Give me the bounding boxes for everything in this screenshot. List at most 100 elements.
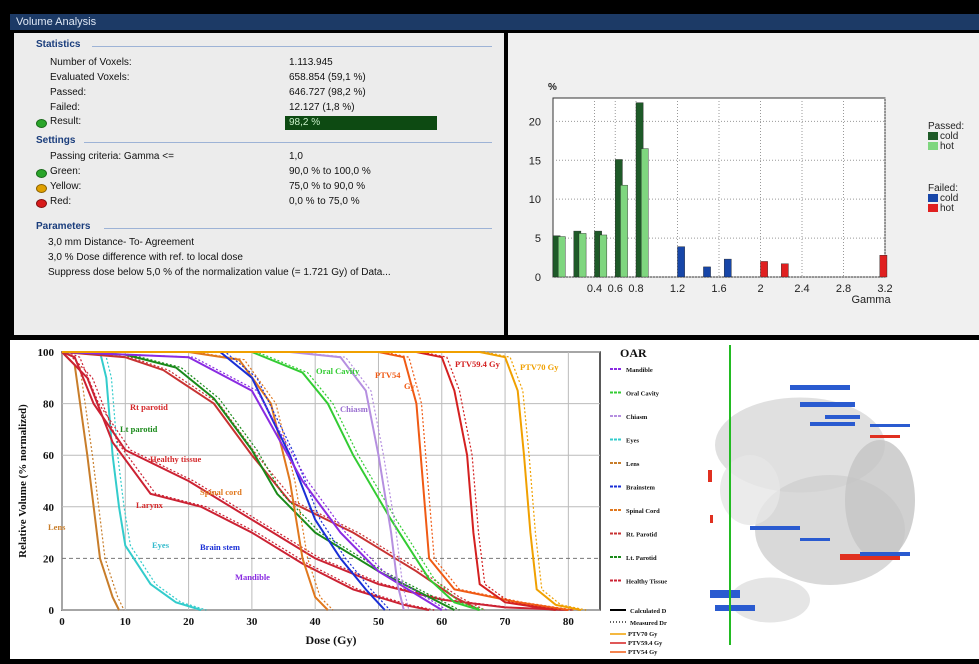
dvh-measured-line — [66, 351, 435, 611]
annotation-label: Larynx — [136, 500, 164, 510]
legend-label: hot — [940, 203, 954, 214]
legend-label: PTV70 Gy — [628, 631, 658, 638]
plot-area — [552, 97, 886, 278]
histogram-bar — [703, 266, 711, 278]
dvh-line — [61, 351, 430, 611]
legend-swatch — [928, 142, 938, 150]
stat-label: Failed: — [50, 102, 81, 113]
legend-label: Spinal Cord — [626, 508, 660, 515]
y-tick-label: 10 — [529, 194, 541, 206]
x-tick-label: 30 — [246, 616, 258, 628]
level-value: 75,0 % to 90,0 % — [289, 181, 366, 192]
x-axis-label: Dose (Gy) — [306, 633, 357, 647]
gamma-map-spot — [800, 402, 855, 407]
gamma-map-spot — [860, 552, 910, 556]
histogram-bar — [677, 246, 685, 278]
dvh-measured-line — [67, 351, 460, 611]
dvh-measured-line — [67, 351, 448, 611]
red-level-icon — [36, 199, 47, 208]
y-tick-label: 0 — [535, 272, 541, 284]
legend-label: PTV59.4 Gy — [628, 640, 663, 647]
dvh-measured-line — [67, 351, 207, 611]
legend-label: Healthy Tissue — [626, 579, 667, 586]
annotation-label: Rt parotid — [130, 402, 168, 412]
legend-label: Mandible — [626, 367, 653, 374]
annotation-label: Oral Cavity — [316, 366, 360, 376]
level-value: 90,0 % to 100,0 % — [289, 166, 371, 177]
level-value: 0,0 % to 75,0 % — [289, 196, 360, 207]
parameter-line: 3,0 mm Distance- To- Agreement — [48, 237, 194, 248]
dvh-line — [62, 351, 480, 611]
statistics-panel: Statistics Number of Voxels: 1.113.945 E… — [14, 33, 504, 335]
settings-header: Settings — [36, 135, 76, 146]
legend-label: PTV54 Gy — [628, 649, 658, 656]
annotation-label: Spinal cord — [200, 487, 242, 497]
stat-label: Evaluated Voxels: — [50, 72, 130, 83]
gamma-map-region — [730, 577, 810, 623]
gamma-map-spot — [825, 415, 860, 419]
divider — [84, 142, 492, 143]
annotation-label: PTV59.4 Gy — [455, 359, 501, 369]
y-tick-label: 5 — [535, 233, 541, 245]
gamma-map-spot — [870, 435, 900, 438]
x-tick-label: 1.2 — [670, 283, 685, 295]
legend-swatch — [928, 204, 938, 212]
histogram-bar — [578, 233, 587, 278]
legend-label: Rt. Parotid — [626, 532, 657, 539]
y-axis-label: Relative Volume (% normalized) — [17, 404, 29, 558]
legend-label: cold — [940, 131, 958, 142]
y-tick-label: 80 — [43, 399, 55, 411]
legend-label: Calculated D — [630, 608, 667, 615]
annotation-label: Healthy tissue — [150, 454, 201, 464]
histogram-bar — [640, 148, 649, 278]
result-label: Result: — [50, 116, 82, 127]
legend-label: Eyes — [626, 438, 639, 445]
legend-title-failed: Failed: — [928, 183, 958, 194]
annotation-label: Lt parotid — [120, 424, 158, 434]
x-tick-label: 3.2 — [877, 283, 892, 295]
histogram-bar — [723, 258, 732, 278]
gamma-map-spot — [750, 526, 800, 530]
stat-label: Number of Voxels: — [50, 57, 132, 68]
legend-label: Brainstem — [626, 485, 655, 492]
legend-label: Measured Dr — [630, 620, 667, 627]
gamma-map-spot — [710, 515, 713, 523]
y-tick-label: 60 — [43, 450, 55, 462]
x-tick-label: 2.4 — [794, 283, 809, 295]
x-tick-label: 70 — [500, 616, 512, 628]
y-tick-label: 15 — [529, 155, 541, 167]
y-tick-label: 20 — [43, 553, 55, 565]
stat-value: 646.727 (98,2 %) — [289, 87, 366, 98]
annotation-label: Brain stem — [200, 542, 240, 552]
y-tick-label: 40 — [43, 502, 55, 514]
green-level-icon — [36, 169, 47, 178]
gamma-map-spot — [800, 538, 830, 541]
histogram-bar — [620, 184, 628, 278]
histogram-bar — [599, 234, 608, 278]
annotation-label: Mandible — [235, 572, 270, 582]
x-tick-label: 80 — [563, 616, 575, 628]
legend-label: cold — [940, 193, 958, 204]
yellow-level-icon — [36, 184, 47, 193]
annotation-label: Lens — [48, 522, 66, 532]
dvh-line — [62, 351, 202, 611]
result-value: 98,2 % — [285, 116, 437, 130]
divider — [92, 46, 492, 47]
stat-value: 1.113.945 — [289, 57, 333, 68]
y-tick-label: 100 — [38, 347, 55, 359]
dvh-line — [61, 351, 443, 611]
dvh-line — [62, 351, 556, 611]
result-status-icon — [36, 119, 47, 128]
dvh-measured-line — [67, 351, 574, 611]
gamma-map-spot — [870, 424, 910, 427]
legend-swatch — [928, 132, 938, 140]
dvh-measured-line — [66, 351, 125, 611]
legend-title-passed: Passed: — [928, 121, 964, 132]
window-titlebar: Volume Analysis — [10, 14, 979, 30]
x-tick-label: 10 — [120, 616, 132, 628]
statistics-header: Statistics — [36, 39, 81, 50]
gamma-map-spot — [810, 422, 855, 426]
y-tick-label: 20 — [529, 116, 541, 128]
annotation-label: Gy — [404, 381, 416, 391]
parameters-header: Parameters — [36, 221, 91, 232]
